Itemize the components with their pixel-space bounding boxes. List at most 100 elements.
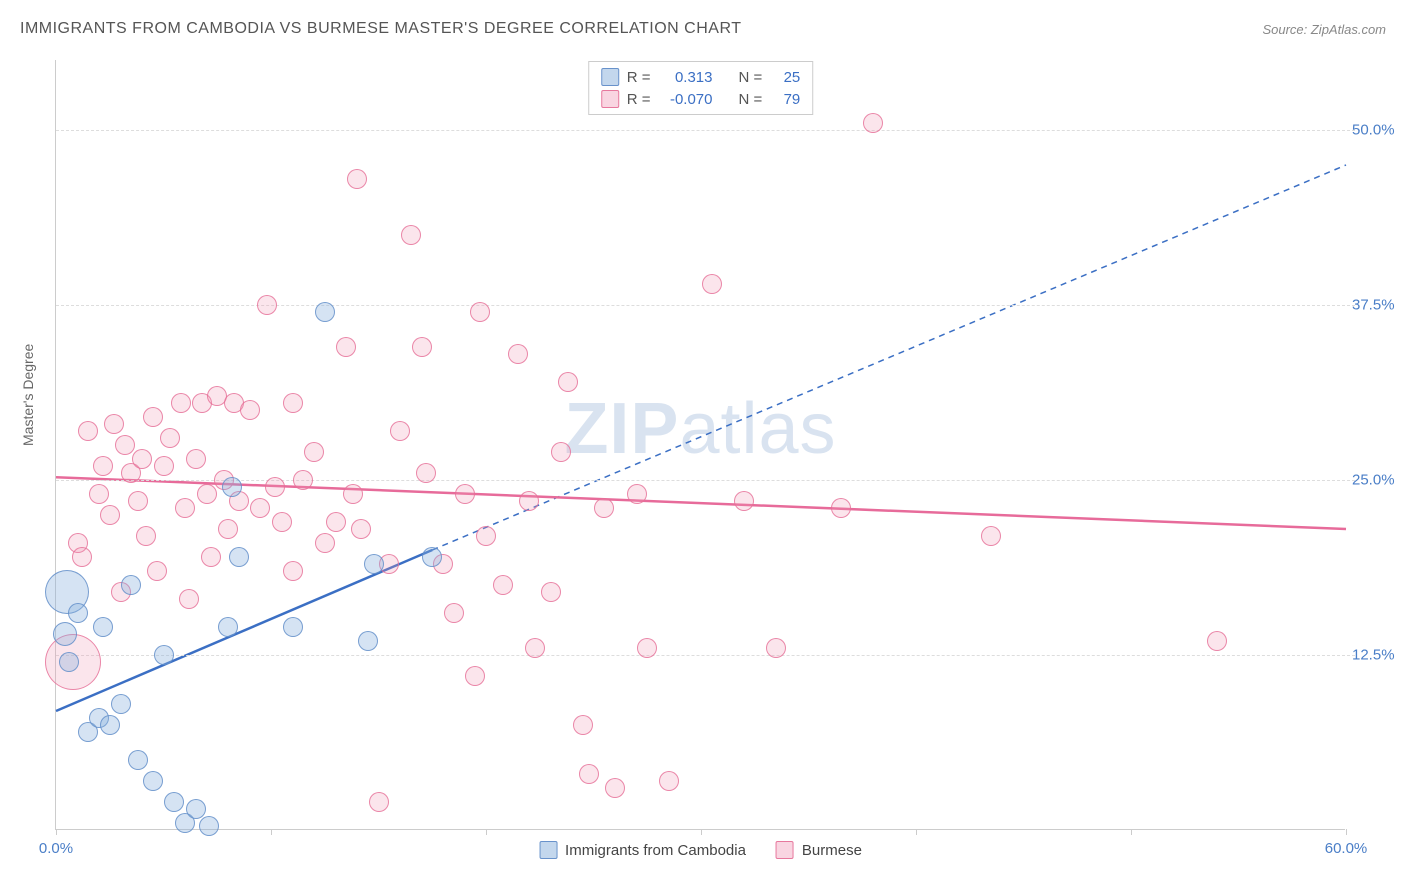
data-point xyxy=(702,274,722,294)
data-point xyxy=(326,512,346,532)
data-point xyxy=(401,225,421,245)
watermark: ZIPatlas xyxy=(564,388,836,470)
data-point xyxy=(93,617,113,637)
data-point xyxy=(218,519,238,539)
x-tick-mark xyxy=(916,829,917,835)
data-point xyxy=(605,778,625,798)
legend-stats: R =0.313N =25R = -0.070 N = 79 xyxy=(588,61,814,115)
gridline xyxy=(56,305,1355,306)
legend-swatch xyxy=(776,841,794,859)
scatter-chart: ZIPatlas R =0.313N =25R =-0.070N =79 Imm… xyxy=(55,60,1345,830)
gridline xyxy=(56,655,1355,656)
y-tick-label: 37.5% xyxy=(1352,297,1406,314)
trendlines-svg xyxy=(56,60,1345,829)
data-point xyxy=(100,505,120,525)
x-tick-mark xyxy=(56,829,57,835)
data-point xyxy=(186,799,206,819)
legend-stat-row: R =-0.070N =79 xyxy=(601,88,801,110)
data-point xyxy=(351,519,371,539)
legend-series: Immigrants from Cambodia Burmese xyxy=(539,841,862,859)
data-point xyxy=(199,816,219,836)
data-point xyxy=(78,421,98,441)
data-point xyxy=(508,344,528,364)
data-point xyxy=(1207,631,1227,651)
data-point xyxy=(293,470,313,490)
gridline xyxy=(56,480,1355,481)
data-point xyxy=(283,561,303,581)
data-point xyxy=(229,547,249,567)
legend-series-item: Immigrants from Cambodia xyxy=(539,841,746,859)
data-point xyxy=(128,750,148,770)
data-point xyxy=(412,337,432,357)
data-point xyxy=(519,491,539,511)
data-point xyxy=(358,631,378,651)
x-tick-mark xyxy=(486,829,487,835)
x-tick-mark xyxy=(701,829,702,835)
x-tick-mark xyxy=(1131,829,1132,835)
data-point xyxy=(573,715,593,735)
data-point xyxy=(218,617,238,637)
legend-series-label: Immigrants from Cambodia xyxy=(565,842,746,859)
legend-swatch xyxy=(601,90,619,108)
x-tick-label: 0.0% xyxy=(39,840,73,857)
y-tick-label: 25.0% xyxy=(1352,472,1406,489)
data-point xyxy=(558,372,578,392)
x-tick-mark xyxy=(1346,829,1347,835)
legend-series-label: Burmese xyxy=(802,842,862,859)
stat-n-value: 79 xyxy=(770,91,800,108)
data-point xyxy=(272,512,292,532)
data-point xyxy=(175,498,195,518)
data-point xyxy=(89,484,109,504)
data-point xyxy=(197,484,217,504)
data-point xyxy=(240,400,260,420)
data-point xyxy=(154,456,174,476)
legend-swatch xyxy=(601,68,619,86)
data-point xyxy=(315,302,335,322)
data-point xyxy=(551,442,571,462)
data-point xyxy=(160,428,180,448)
data-point xyxy=(455,484,475,504)
watermark-bold: ZIP xyxy=(564,389,679,469)
data-point xyxy=(594,498,614,518)
data-point xyxy=(68,603,88,623)
data-point xyxy=(121,575,141,595)
data-point xyxy=(179,589,199,609)
data-point xyxy=(128,491,148,511)
data-point xyxy=(53,622,77,646)
data-point xyxy=(304,442,324,462)
data-point xyxy=(541,582,561,602)
data-point xyxy=(283,617,303,637)
legend-swatch xyxy=(539,841,557,859)
stat-n-label: N = xyxy=(739,91,763,108)
data-point xyxy=(143,407,163,427)
source-label: Source: ZipAtlas.com xyxy=(1262,22,1386,37)
data-point xyxy=(59,652,79,672)
legend-stat-row: R =0.313N =25 xyxy=(601,66,801,88)
data-point xyxy=(115,435,135,455)
data-point xyxy=(265,477,285,497)
stat-r-value: -0.070 xyxy=(659,91,713,108)
gridline xyxy=(56,130,1355,131)
y-axis-label: Master's Degree xyxy=(20,344,36,446)
data-point xyxy=(100,715,120,735)
legend-series-item: Burmese xyxy=(776,841,862,859)
data-point xyxy=(659,771,679,791)
data-point xyxy=(250,498,270,518)
data-point xyxy=(476,526,496,546)
data-point xyxy=(831,498,851,518)
trendline-dashed xyxy=(432,165,1346,550)
y-tick-label: 12.5% xyxy=(1352,647,1406,664)
data-point xyxy=(171,393,191,413)
data-point xyxy=(257,295,277,315)
stat-r-label: R = xyxy=(627,69,651,86)
data-point xyxy=(493,575,513,595)
data-point xyxy=(637,638,657,658)
y-tick-label: 50.0% xyxy=(1352,122,1406,139)
data-point xyxy=(136,526,156,546)
data-point xyxy=(390,421,410,441)
data-point xyxy=(143,771,163,791)
data-point xyxy=(154,645,174,665)
data-point xyxy=(416,463,436,483)
stat-n-value: 25 xyxy=(770,69,800,86)
data-point xyxy=(72,547,92,567)
